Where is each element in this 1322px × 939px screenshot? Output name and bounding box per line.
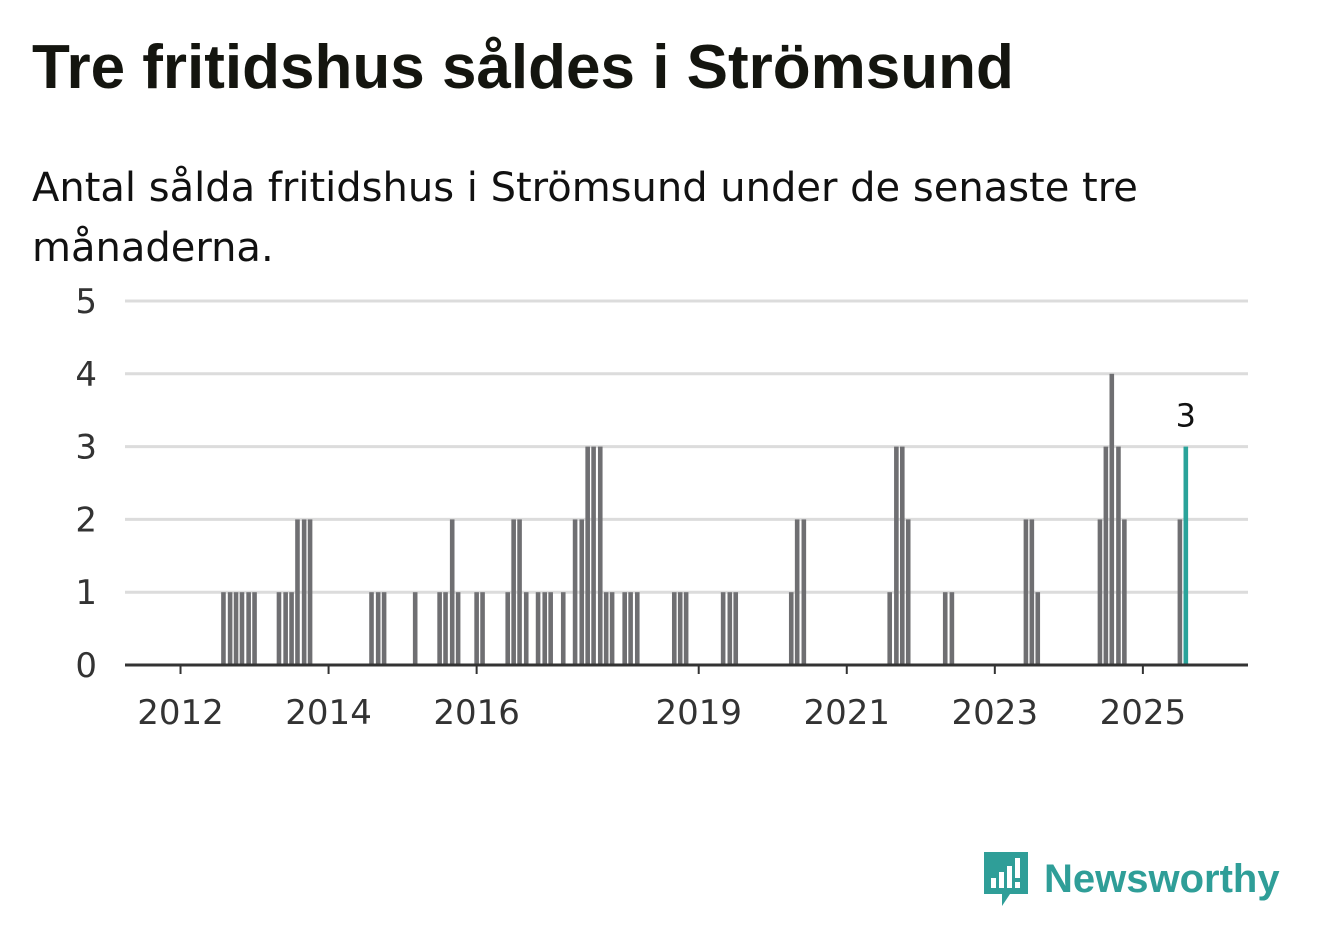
bar <box>788 592 794 665</box>
bar <box>511 519 516 665</box>
bar <box>289 592 294 665</box>
y-tick-label: 0 <box>75 646 97 686</box>
bar <box>1109 373 1115 665</box>
bar <box>535 592 541 665</box>
bar <box>307 519 313 665</box>
bar <box>233 592 239 665</box>
bar <box>591 446 596 665</box>
x-tick-label: 2014 <box>285 693 372 733</box>
bar <box>597 446 603 665</box>
bar <box>942 592 948 665</box>
bar <box>480 592 485 665</box>
bar <box>1023 519 1029 665</box>
newsworthy-logo: Newsworthy <box>980 848 1280 910</box>
bar <box>276 592 282 665</box>
bar <box>1103 446 1109 665</box>
bar <box>560 592 566 665</box>
newsworthy-icon <box>984 852 1028 906</box>
brand-name: Newsworthy <box>1044 856 1280 901</box>
bar <box>505 592 511 665</box>
x-tick-label: 2021 <box>804 693 891 733</box>
bar <box>1035 592 1041 665</box>
bar-highlight <box>1183 446 1189 665</box>
annotations: 3 <box>1176 397 1196 435</box>
bar <box>295 519 300 665</box>
page-title: Tre fritidshus såldes i Strömsund <box>32 33 1014 102</box>
y-tick-label: 5 <box>75 282 97 322</box>
y-tick-label: 3 <box>75 428 97 468</box>
bar <box>727 592 733 665</box>
bar <box>1177 519 1183 665</box>
bar <box>609 592 615 665</box>
bar <box>449 519 455 665</box>
bar <box>1116 446 1121 665</box>
bar <box>283 592 288 665</box>
y-tick-label: 4 <box>75 355 97 395</box>
bar <box>801 519 807 665</box>
bar <box>677 592 683 665</box>
bar <box>733 592 739 665</box>
bar <box>905 519 911 665</box>
x-tick-label: 2019 <box>655 693 742 733</box>
bar <box>375 592 381 665</box>
bar <box>548 592 553 665</box>
bar <box>381 592 387 665</box>
bar <box>1029 519 1035 665</box>
bar <box>455 592 461 665</box>
x-tick-label: 2012 <box>137 693 224 733</box>
bar <box>887 592 893 665</box>
bar <box>1122 519 1127 665</box>
data-label: 3 <box>1176 397 1196 435</box>
bar <box>628 592 633 665</box>
bar <box>523 592 529 665</box>
bar <box>894 446 899 665</box>
bar <box>603 592 609 665</box>
x-tick-label: 2023 <box>952 693 1039 733</box>
bar <box>720 592 726 665</box>
bar <box>412 592 418 665</box>
y-axis-ticks: 0 1 2 3 4 5 <box>75 282 97 686</box>
x-tick-label: 2025 <box>1100 693 1187 733</box>
bar <box>221 592 226 665</box>
bars <box>221 373 1189 665</box>
bar <box>369 592 374 665</box>
bar <box>572 519 578 665</box>
bar <box>794 519 800 665</box>
bar <box>542 592 548 665</box>
bar <box>301 519 307 665</box>
bar <box>634 592 640 665</box>
bar <box>585 446 590 665</box>
bar <box>949 592 955 665</box>
bar <box>252 592 257 665</box>
bar <box>1097 519 1103 665</box>
bar <box>671 592 677 665</box>
bar <box>683 592 689 665</box>
bar <box>437 592 442 665</box>
bar <box>443 592 448 665</box>
x-axis-ticks: 2012 2014 2016 2019 2021 2023 2025 <box>137 665 1186 733</box>
bar <box>474 592 479 665</box>
bar <box>579 519 585 665</box>
y-tick-label: 1 <box>75 573 97 613</box>
bar <box>517 519 522 665</box>
bar <box>227 592 233 665</box>
bar <box>899 446 905 665</box>
chart-subtitle: Antal sålda fritidshus i Strömsund under… <box>32 165 1138 271</box>
bar <box>239 592 245 665</box>
x-tick-label: 2016 <box>433 693 520 733</box>
gridlines <box>125 299 1248 594</box>
y-tick-label: 2 <box>75 500 97 540</box>
bar-chart: 0 1 2 3 4 5 2012 2014 2016 2019 2021 2023 2025 3 <box>75 282 1248 733</box>
bar <box>622 592 627 665</box>
bar <box>246 592 251 665</box>
